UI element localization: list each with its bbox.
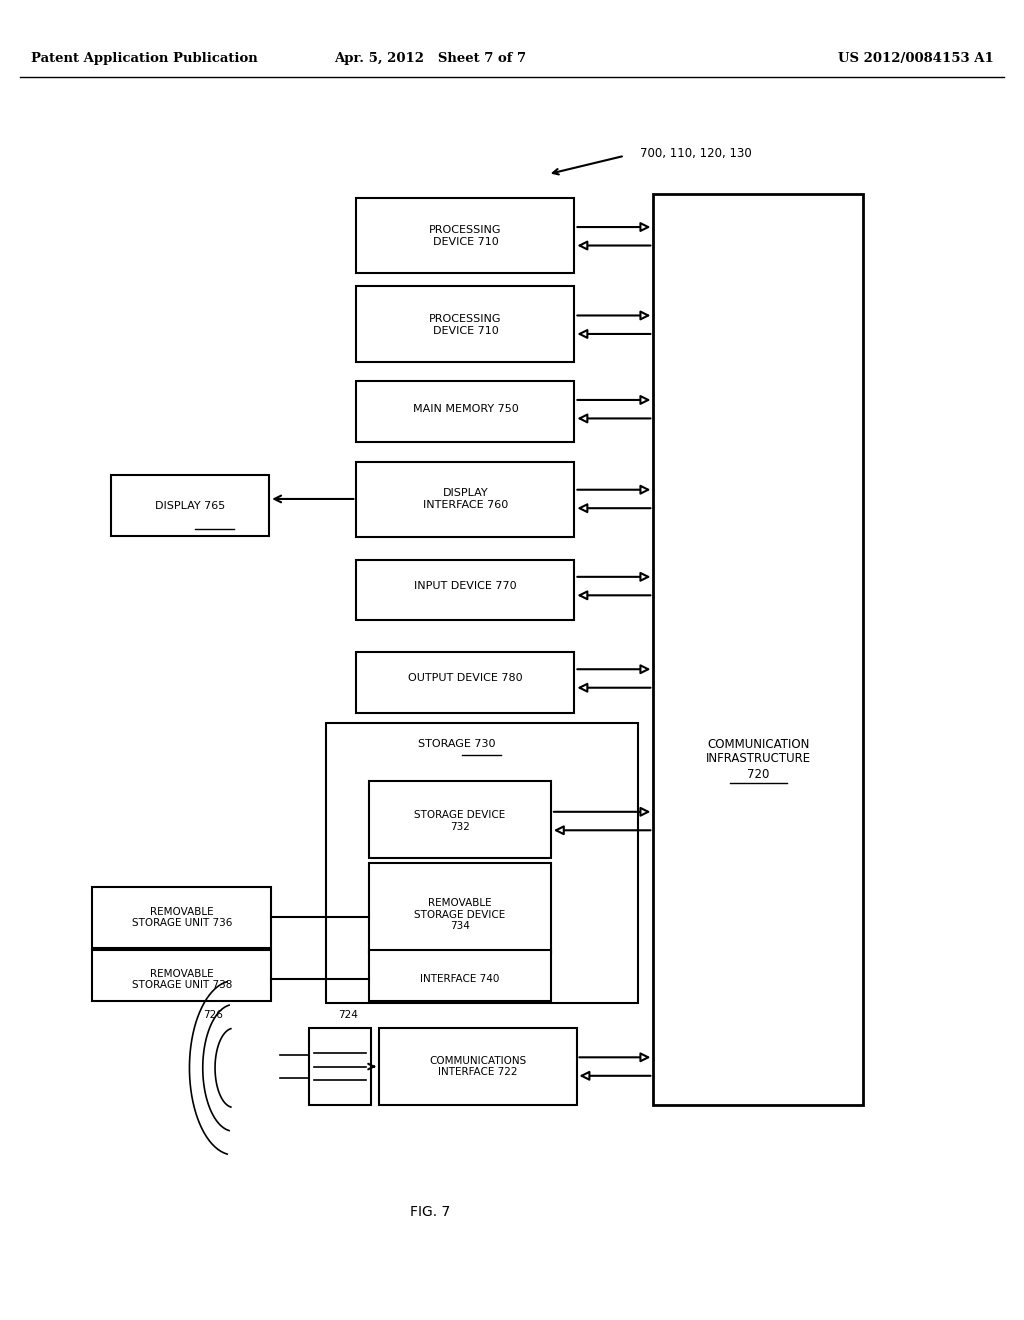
FancyBboxPatch shape bbox=[356, 381, 574, 442]
FancyBboxPatch shape bbox=[356, 286, 574, 362]
FancyBboxPatch shape bbox=[369, 863, 551, 953]
FancyBboxPatch shape bbox=[326, 723, 638, 1003]
Text: Apr. 5, 2012   Sheet 7 of 7: Apr. 5, 2012 Sheet 7 of 7 bbox=[334, 51, 526, 65]
Text: INPUT DEVICE 770: INPUT DEVICE 770 bbox=[414, 581, 517, 591]
FancyBboxPatch shape bbox=[92, 887, 271, 948]
Text: INTERFACE 740: INTERFACE 740 bbox=[420, 974, 500, 985]
FancyBboxPatch shape bbox=[356, 198, 574, 273]
Text: OUTPUT DEVICE 780: OUTPUT DEVICE 780 bbox=[409, 673, 522, 684]
Text: STORAGE DEVICE
732: STORAGE DEVICE 732 bbox=[414, 810, 506, 832]
Text: DISPLAY 765: DISPLAY 765 bbox=[155, 500, 225, 511]
Text: FIG. 7: FIG. 7 bbox=[410, 1205, 451, 1218]
Text: 700, 110, 120, 130: 700, 110, 120, 130 bbox=[640, 147, 752, 160]
Text: STORAGE 730: STORAGE 730 bbox=[418, 739, 496, 750]
Text: REMOVABLE
STORAGE UNIT 736: REMOVABLE STORAGE UNIT 736 bbox=[131, 907, 232, 928]
Text: PROCESSING
DEVICE 710: PROCESSING DEVICE 710 bbox=[429, 226, 502, 247]
Text: 724: 724 bbox=[338, 1010, 358, 1020]
FancyBboxPatch shape bbox=[369, 781, 551, 858]
Text: PROCESSING
DEVICE 710: PROCESSING DEVICE 710 bbox=[429, 314, 502, 335]
FancyBboxPatch shape bbox=[379, 1028, 577, 1105]
FancyBboxPatch shape bbox=[356, 560, 574, 620]
Text: MAIN MEMORY 750: MAIN MEMORY 750 bbox=[413, 404, 518, 414]
Text: DISPLAY
INTERFACE 760: DISPLAY INTERFACE 760 bbox=[423, 488, 508, 510]
FancyBboxPatch shape bbox=[111, 475, 269, 536]
FancyBboxPatch shape bbox=[92, 950, 271, 1001]
Text: 726: 726 bbox=[203, 1010, 223, 1020]
FancyBboxPatch shape bbox=[356, 462, 574, 537]
Text: Patent Application Publication: Patent Application Publication bbox=[31, 51, 257, 65]
Text: REMOVABLE
STORAGE UNIT 738: REMOVABLE STORAGE UNIT 738 bbox=[131, 969, 232, 990]
FancyBboxPatch shape bbox=[309, 1028, 371, 1105]
Text: REMOVABLE
STORAGE DEVICE
734: REMOVABLE STORAGE DEVICE 734 bbox=[414, 898, 506, 932]
Text: COMMUNICATION
INFRASTRUCTURE
720: COMMUNICATION INFRASTRUCTURE 720 bbox=[706, 738, 811, 780]
FancyBboxPatch shape bbox=[653, 194, 863, 1105]
FancyBboxPatch shape bbox=[356, 652, 574, 713]
Text: US 2012/0084153 A1: US 2012/0084153 A1 bbox=[838, 51, 993, 65]
FancyBboxPatch shape bbox=[369, 950, 551, 1001]
Text: COMMUNICATIONS
INTERFACE 722: COMMUNICATIONS INTERFACE 722 bbox=[429, 1056, 526, 1077]
